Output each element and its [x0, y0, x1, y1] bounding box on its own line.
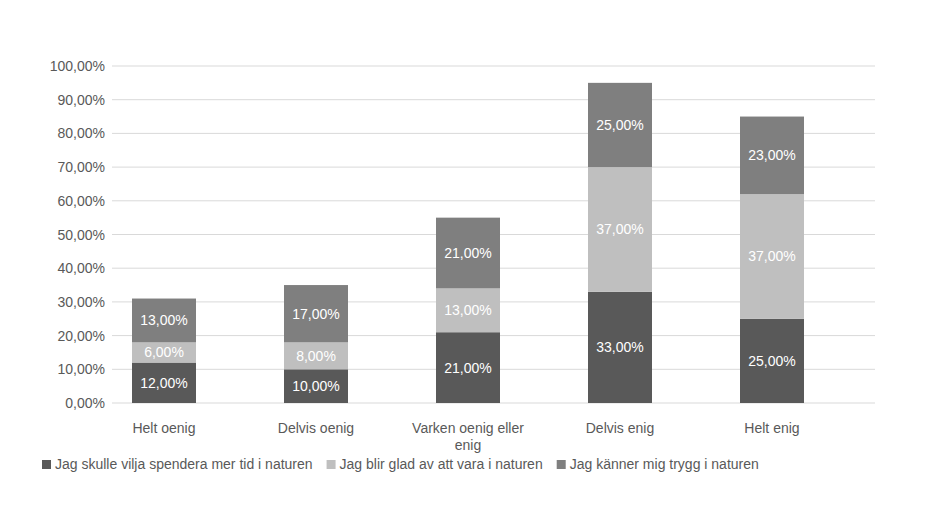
data-label: 17,00%	[292, 306, 339, 322]
y-tick-label: 60,00%	[58, 193, 105, 209]
y-tick-label: 80,00%	[58, 125, 105, 141]
legend-swatch	[42, 460, 51, 469]
data-label: 21,00%	[444, 360, 491, 376]
data-label: 12,00%	[140, 375, 187, 391]
data-label: 25,00%	[748, 353, 795, 369]
bar-segment	[740, 319, 804, 403]
grid-line	[112, 66, 875, 67]
bar-segment	[436, 218, 500, 289]
bar-segment	[740, 194, 804, 319]
bar-segment	[284, 285, 348, 342]
bar-segment	[436, 332, 500, 403]
y-tick-label: 0,00%	[65, 395, 105, 411]
x-tick-label: Helt enig	[744, 420, 799, 436]
y-tick-label: 20,00%	[58, 328, 105, 344]
y-tick-label: 30,00%	[58, 294, 105, 310]
legend: Jag skulle vilja spendera mer tid i natu…	[42, 456, 759, 472]
y-tick-label: 70,00%	[58, 159, 105, 175]
y-tick-label: 90,00%	[58, 92, 105, 108]
data-label: 37,00%	[748, 248, 795, 264]
y-tick-label: 40,00%	[58, 260, 105, 276]
bar-segment	[740, 117, 804, 195]
bar-segment	[132, 342, 196, 362]
bar-segment	[284, 342, 348, 369]
data-labels: 12,00% 6,00% 13,00% 10,00% 8,00% 17,00% 21,00%…	[140, 117, 795, 394]
grid-line	[112, 99, 875, 100]
data-label: 33,00%	[596, 339, 643, 355]
legend-swatch	[557, 460, 566, 469]
data-label: 10,00%	[292, 378, 339, 394]
bar-segment	[284, 369, 348, 403]
bars	[132, 83, 804, 403]
bar-segment	[132, 299, 196, 343]
y-tick-label: 100,00%	[50, 58, 105, 74]
legend-label: Jag skulle vilja spendera mer tid i natu…	[55, 456, 313, 472]
y-tick-label: 10,00%	[58, 361, 105, 377]
x-tick-label: Delvis enig	[586, 420, 654, 436]
y-tick-label: 50,00%	[58, 227, 105, 243]
legend-label: Jag känner mig trygg i naturen	[570, 456, 759, 472]
data-label: 8,00%	[296, 348, 336, 364]
data-label: 13,00%	[444, 302, 491, 318]
grid	[112, 66, 875, 403]
x-tick-label: Varken oenig ellerenig	[412, 420, 524, 453]
x-tick-label: Helt oenig	[132, 420, 195, 436]
bar-segment	[588, 292, 652, 403]
bar-segment	[588, 167, 652, 292]
x-tick-label: Delvis oenig	[278, 420, 354, 436]
data-label: 21,00%	[444, 245, 491, 261]
data-label: 37,00%	[596, 221, 643, 237]
bar-segment	[588, 83, 652, 167]
data-label: 13,00%	[140, 312, 187, 328]
bar-segment	[132, 363, 196, 403]
legend-label: Jag blir glad av att vara i naturen	[340, 456, 543, 472]
data-label: 6,00%	[144, 344, 184, 360]
chart: 0,00% 10,00% 20,00% 30,00% 40,00% 50,00% 60,00…	[0, 0, 939, 514]
legend-swatch	[327, 460, 336, 469]
data-label: 25,00%	[596, 117, 643, 133]
bar-segment	[436, 288, 500, 332]
data-label: 23,00%	[748, 147, 795, 163]
